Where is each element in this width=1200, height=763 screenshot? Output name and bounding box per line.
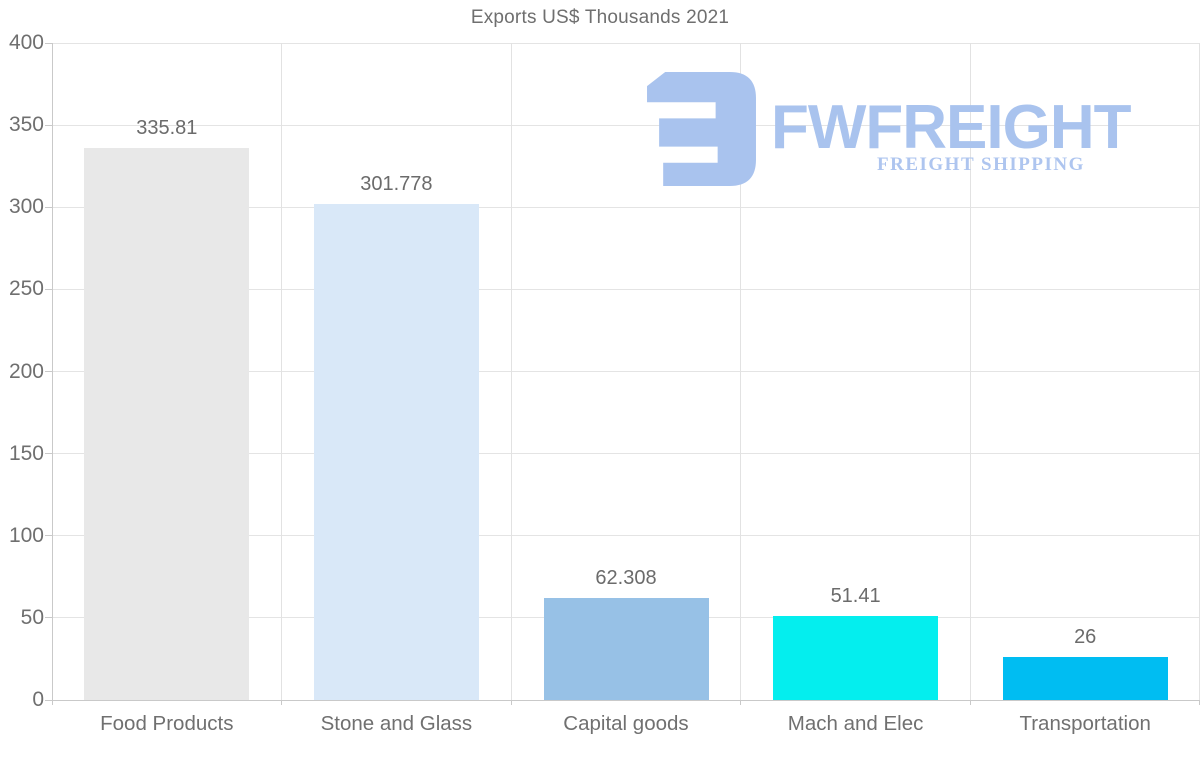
ytick-label-400: 400	[8, 31, 44, 54]
gridline-x-1	[281, 43, 283, 700]
ytick-250	[45, 288, 52, 290]
ytick-150	[45, 453, 52, 455]
gridline-y-200	[52, 371, 1200, 372]
ytick-label-300: 300	[8, 195, 44, 219]
logo-glyph-path	[647, 72, 756, 186]
ytick-label-100: 100	[8, 523, 44, 547]
gridline-y-150	[52, 453, 1200, 455]
bar-food-products	[84, 148, 250, 700]
xtick-label-2: Capital goods	[563, 712, 689, 735]
bar-mach-and-elec	[773, 615, 939, 700]
ytick-300	[45, 206, 52, 208]
logo-tagline-text: FREIGHT SHIPPING	[877, 154, 1085, 175]
chart-title: Exports US$ Thousands 2021	[470, 7, 730, 28]
bar-capital-goods	[543, 597, 709, 700]
xtick-label-4: Transportation	[1019, 712, 1151, 735]
xtick-2	[510, 700, 512, 705]
y-axis-line	[51, 43, 53, 700]
xtick-label-0: Food Products	[100, 712, 234, 735]
ytick-label-200: 200	[8, 359, 44, 383]
bar-transportation	[1002, 657, 1168, 700]
gridline-x-3	[740, 43, 742, 700]
xtick-1	[281, 700, 283, 705]
bar-value-1: 301.778	[360, 173, 433, 196]
ytick-350	[45, 124, 52, 126]
gridline-y-350	[52, 124, 1200, 126]
fwfreight-logo: FWFREIGHT FREIGHT SHIPPING	[645, 70, 1155, 190]
xtick-label-3: Mach and Elec	[787, 712, 924, 735]
gridline-y-300	[52, 206, 1200, 208]
xtick-0	[51, 700, 53, 705]
ytick-100	[45, 535, 52, 537]
gridline-y-400	[52, 42, 1200, 44]
gridline-x-2	[510, 43, 512, 700]
xtick-4	[969, 700, 971, 705]
ytick-50	[45, 617, 52, 619]
bar-value-3: 51.41	[830, 584, 881, 607]
gridline-y-0	[52, 699, 1200, 701]
ytick-label-150: 150	[8, 441, 44, 465]
ytick-0	[45, 699, 52, 701]
ytick-label-250: 250	[8, 277, 44, 301]
logo-brand-text: FWFREIGHT	[771, 93, 1131, 162]
bar-value-0: 335.81	[136, 117, 198, 140]
bar-stone-and-glass	[313, 204, 479, 700]
ytick-label-350: 350	[8, 113, 44, 137]
ytick-400	[45, 42, 52, 44]
ytick-label-0: 0	[32, 688, 44, 711]
gridline-y-100	[52, 535, 1200, 537]
gridline-x-5	[1198, 43, 1200, 700]
xtick-3	[740, 700, 742, 705]
gridline-y-250	[52, 288, 1200, 290]
xtick-5	[1198, 700, 1200, 705]
bar-value-4: 26	[1074, 626, 1097, 649]
gridline-x-4	[969, 43, 971, 700]
fwfreight-logo-icon	[647, 72, 756, 186]
ytick-label-50: 50	[20, 605, 44, 629]
bar-value-2: 62.308	[595, 566, 657, 589]
ytick-200	[45, 371, 52, 372]
xtick-label-1: Stone and Glass	[320, 712, 473, 735]
